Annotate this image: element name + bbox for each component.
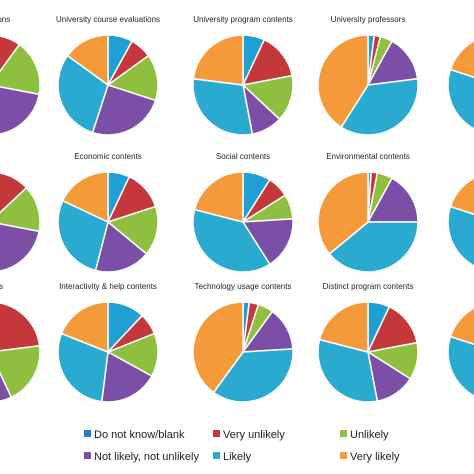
pie-chart [0, 35, 41, 135]
pie-slice-very-likely [317, 34, 369, 129]
pie-slice-very-likely [449, 307, 474, 345]
pie-slice-not-likely-not-unlikely [0, 223, 40, 272]
pie-slice-not-likely-not-unlikely [0, 371, 13, 402]
pie-slice-likely [328, 221, 419, 273]
legend-swatch [213, 452, 220, 459]
pie-title: University course evaluations [55, 15, 161, 24]
pie-slice-unlikely [0, 43, 41, 96]
pie-slice-not-likely-not-unlikely [100, 350, 153, 403]
pie-chart [447, 307, 474, 397]
pie-slice-not-likely-not-unlikely [0, 86, 40, 135]
legend-item-unlikely: Unlikely [340, 428, 389, 442]
pie-slice-likely [317, 338, 379, 403]
pie-slice-very-likely [317, 171, 369, 255]
legend-label: Likely [223, 451, 252, 463]
pie-slice-very-likely [60, 301, 109, 354]
legend-swatch [340, 430, 347, 437]
legend-label: Very unlikely [223, 429, 285, 441]
pie-slice-very-unlikely [0, 302, 41, 352]
pie-chart [192, 34, 294, 136]
pie-title: Economic contents [74, 152, 142, 161]
legend-label: Unlikely [350, 429, 389, 441]
pie-chart [57, 34, 159, 136]
pie-chart [447, 40, 474, 130]
pie-slice-likely [447, 68, 474, 130]
legend: Do not know/blank Very unlikely Unlikely… [0, 418, 474, 474]
pie-slice-unlikely [0, 344, 41, 399]
legend-swatch [84, 452, 91, 459]
pie-slice-very-likely [61, 171, 109, 224]
pie-slice-not-likely-not-unlikely [94, 220, 148, 273]
pie-title: University program contents [193, 15, 293, 24]
legend-item-do-not-know: Do not know/blank [84, 428, 185, 442]
legend-item-likely: Likely [213, 450, 251, 464]
pie-title: Technology usage contents [194, 282, 292, 291]
legend-swatch [84, 430, 91, 437]
pie-title: Environmental contents [326, 152, 410, 161]
legend-swatch [213, 430, 220, 437]
pie-slice-very-likely [192, 301, 244, 394]
legend-label: Do not know/blank [94, 429, 185, 441]
pie-title: evaluations [0, 15, 11, 24]
pie-slice-very-likely [449, 177, 474, 215]
pie-chart [192, 171, 294, 273]
pie-slice-likely [447, 335, 474, 397]
legend-item-very-likely: Very likely [340, 450, 400, 464]
pie-slice-likely [447, 205, 474, 267]
legend-item-not-likely-not-unlikely: Not likely, not unlikely [84, 450, 199, 464]
pie-slice-not-likely-not-unlikely [91, 84, 157, 136]
pie-slice-very-likely [66, 34, 109, 87]
pie-slice-very-likely [193, 171, 244, 223]
pie-title: University professors [330, 15, 406, 24]
legend-label: Not likely, not unlikely [94, 451, 199, 463]
pie-chart [0, 302, 41, 402]
pie-slice-very-likely [318, 301, 369, 353]
pie-chart [0, 172, 41, 272]
pie-slice-likely [340, 77, 419, 136]
pie-title: Distinct program contents [322, 282, 414, 291]
pie-slice-unlikely [106, 205, 159, 255]
pie-slice-likely [212, 348, 294, 403]
pie-slice-very-likely [192, 34, 244, 86]
pie-slice-not-likely-not-unlikely [241, 218, 294, 266]
pie-slice-likely [57, 332, 109, 403]
pie-chart [57, 171, 159, 273]
pie-slice-likely [192, 208, 271, 273]
pie-slice-not-likely-not-unlikely [366, 177, 419, 223]
pie-chart [317, 34, 419, 136]
legend-swatch [340, 452, 347, 459]
legend-label: Very likely [350, 451, 400, 463]
pie-title: Interactivity & help contents [59, 282, 157, 291]
pie-slice-likely [192, 77, 254, 136]
pie-slice-very-likely [449, 40, 474, 78]
pie-slice-likely [57, 199, 109, 272]
pie-chart [317, 301, 419, 403]
legend-item-very-unlikely: Very unlikely [213, 428, 285, 442]
pie-slice-likely [57, 54, 109, 134]
pie-chart [192, 301, 294, 403]
pie-title: ontents [0, 282, 4, 291]
pie-chart [317, 171, 419, 273]
pie-chart [57, 301, 159, 403]
pie-chart [447, 177, 474, 267]
pie-title: Social contents [215, 152, 271, 161]
